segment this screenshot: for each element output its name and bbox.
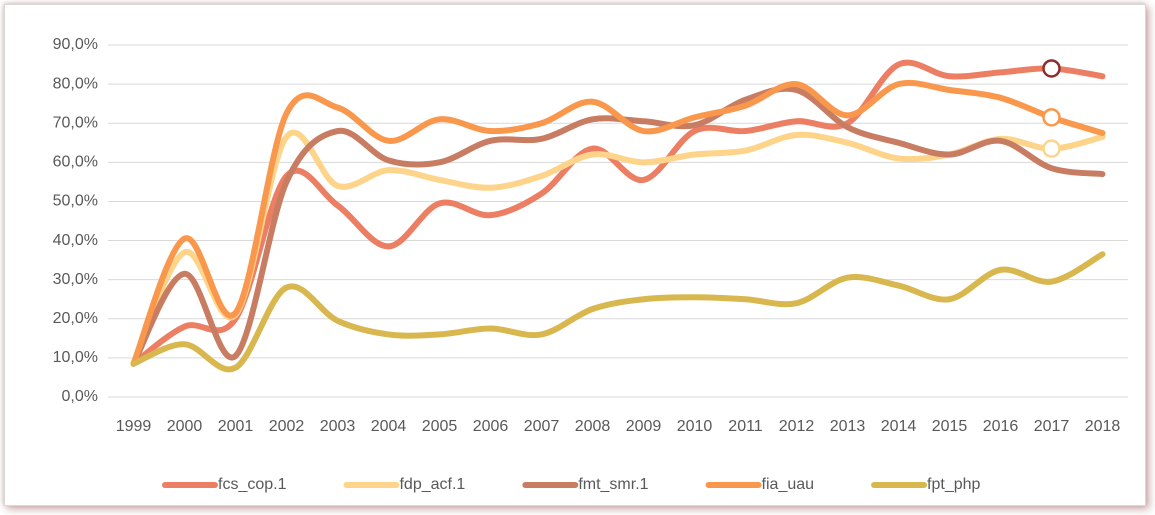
y-tick-label: 30,0% (53, 271, 98, 288)
y-tick-label: 20,0% (53, 310, 98, 327)
highlight-marker (1042, 139, 1061, 158)
y-tick-label: 10,0% (53, 349, 98, 366)
legend-label: fia_uau (762, 476, 815, 493)
legend-label: fmt_smr.1 (578, 476, 648, 493)
series-line (130, 59, 1106, 367)
legend-label: fpt_php (927, 476, 980, 493)
x-tick-label: 2003 (320, 418, 356, 435)
x-tick-label: 2004 (371, 418, 407, 435)
x-tick-label: 2007 (524, 418, 560, 435)
x-tick-label: 2016 (983, 418, 1019, 435)
x-tick-label: 2011 (728, 418, 763, 435)
x-tick-label: 2010 (677, 418, 713, 435)
highlight-marker (1042, 108, 1061, 127)
series-line (130, 251, 1106, 373)
y-tick-label: 0,0% (62, 388, 98, 405)
x-tick-label: 1999 (116, 418, 152, 435)
x-tick-label: 2002 (269, 418, 305, 435)
y-tick-label: 80,0% (53, 75, 98, 92)
x-tick-label: 2000 (167, 418, 203, 435)
x-tick-label: 2013 (830, 418, 866, 435)
highlight-marker (1042, 59, 1061, 78)
x-tick-label: 2015 (932, 418, 968, 435)
y-tick-label: 60,0% (53, 154, 98, 171)
x-tick-label: 2012 (779, 418, 815, 435)
x-tick-label: 2006 (473, 418, 509, 435)
legend-label: fdp_acf.1 (399, 476, 465, 493)
series-line (130, 79, 1106, 367)
x-tick-label: 2018 (1085, 418, 1121, 435)
x-tick-label: 2005 (422, 418, 458, 435)
y-tick-label: 40,0% (53, 232, 98, 249)
x-tick-label: 2009 (626, 418, 662, 435)
series-line (130, 85, 1106, 367)
y-tick-label: 70,0% (53, 114, 98, 131)
x-tick-label: 2014 (881, 418, 917, 435)
y-tick-label: 50,0% (53, 193, 98, 210)
x-tick-label: 2001 (218, 418, 254, 435)
legend-label: fcs_cop.1 (218, 476, 287, 493)
y-tick-label: 90,0% (53, 36, 98, 53)
x-tick-label: 2008 (575, 418, 611, 435)
x-tick-label: 2017 (1034, 418, 1070, 435)
